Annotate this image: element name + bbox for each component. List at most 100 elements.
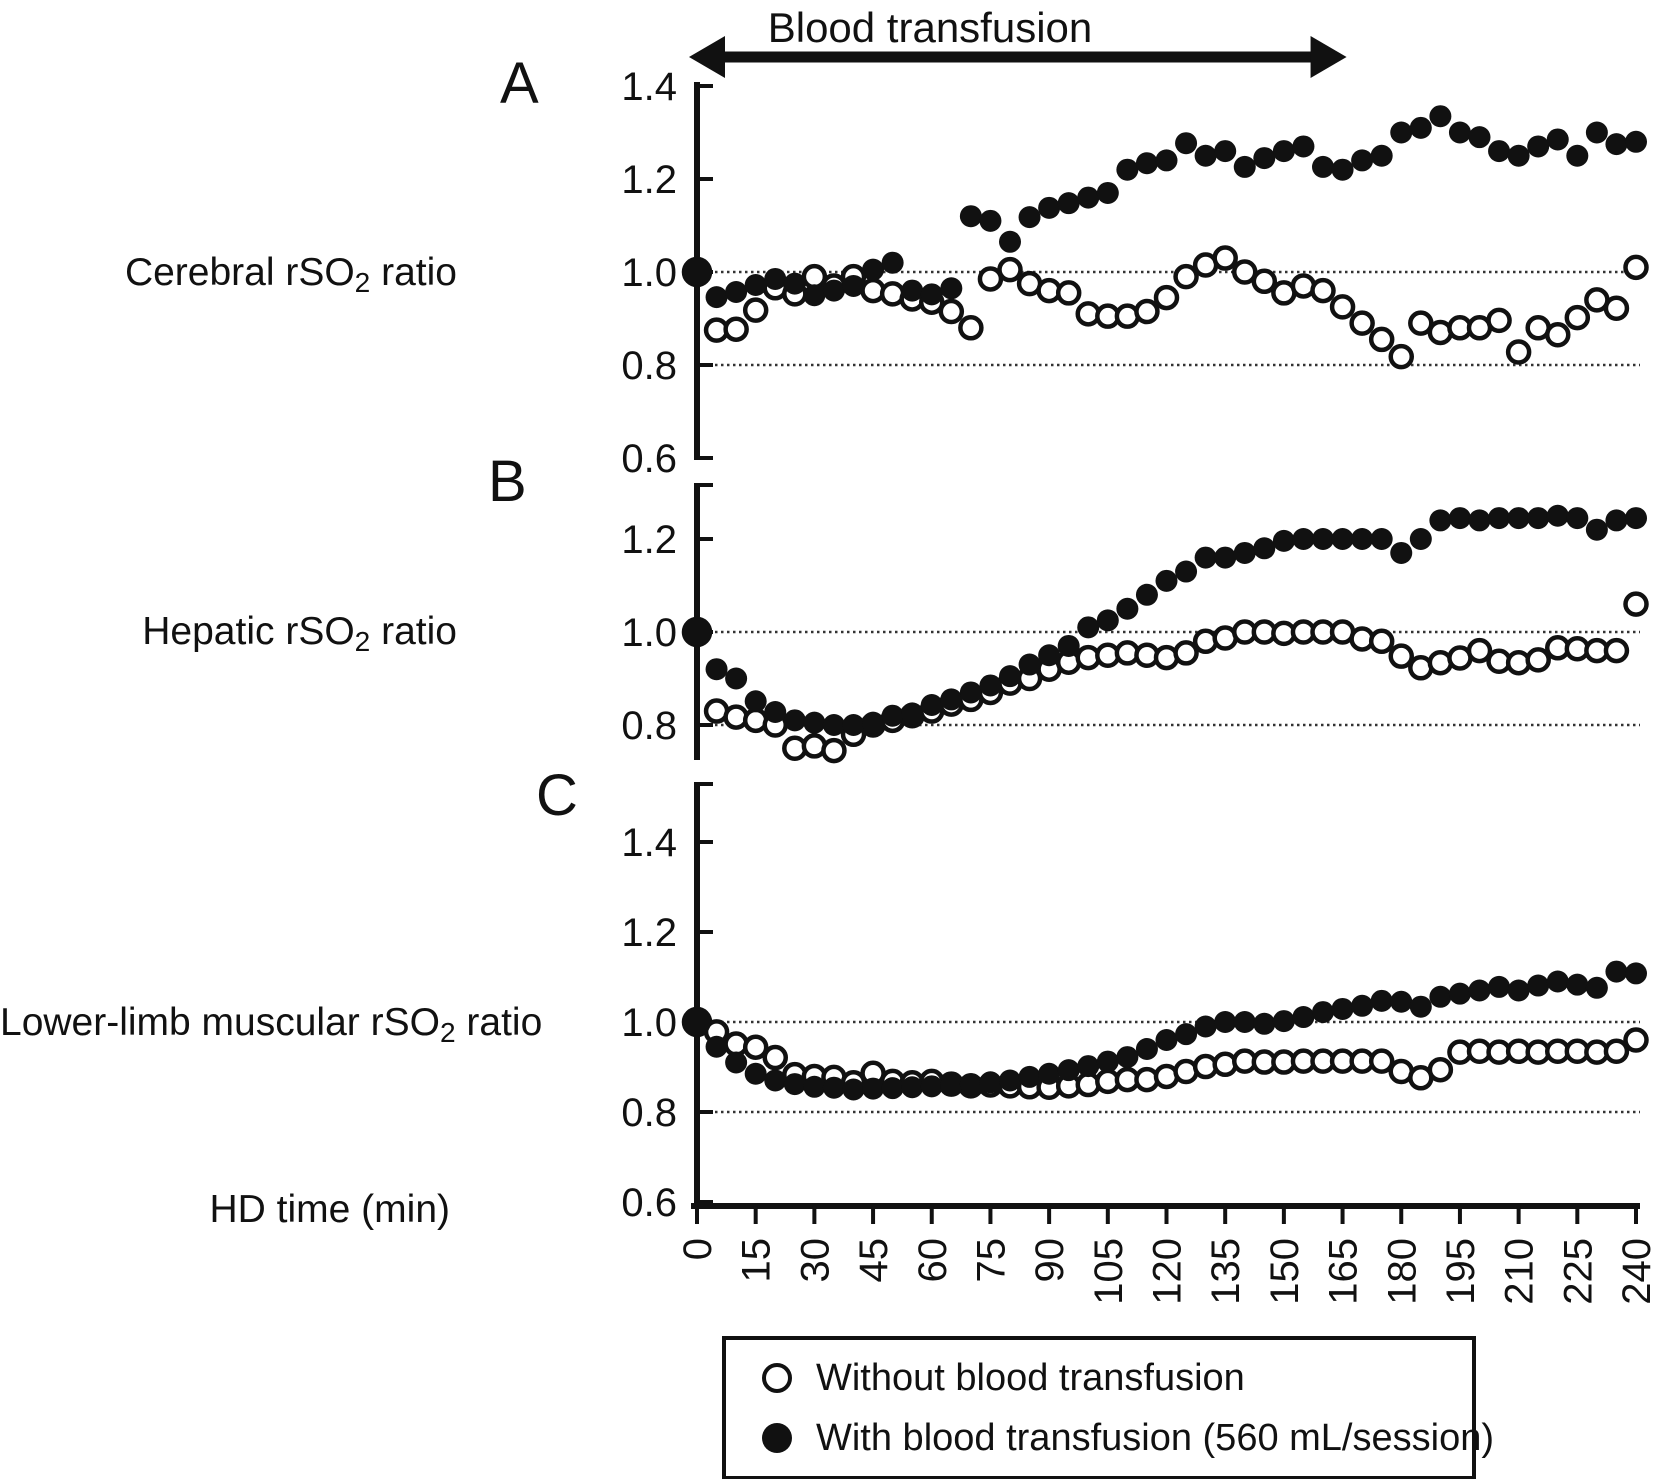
- y-tick-label: 1.2: [621, 911, 677, 955]
- ylabel-cerebral-pre: Cerebral rSO: [124, 251, 355, 294]
- ylabel-lower-limb: Lower-limb muscular rSO2 ratio: [0, 999, 542, 1057]
- point-filled-C: [1135, 1038, 1158, 1060]
- point-filled-A: [1585, 121, 1608, 144]
- point-filled-C: [683, 1008, 711, 1036]
- point-open-C: [1623, 1027, 1649, 1053]
- point-filled-C: [1077, 1055, 1100, 1078]
- panel-letter-a: A: [500, 51, 539, 116]
- point-filled-B: [1272, 529, 1295, 552]
- point-filled-B: [764, 700, 787, 723]
- point-filled-B: [1331, 528, 1354, 550]
- point-open-B: [821, 737, 847, 764]
- x-tick-label: 240: [1615, 1238, 1659, 1305]
- x-tick-label: 135: [1204, 1238, 1248, 1305]
- point-filled-A: [881, 251, 904, 274]
- x-tick-label: 90: [1028, 1238, 1072, 1283]
- point-open-C: [1427, 1056, 1454, 1083]
- y-tick-label: 0.8: [621, 344, 677, 388]
- point-filled-B: [1390, 541, 1413, 564]
- point-filled-C: [725, 1051, 748, 1074]
- point-filled-B: [1566, 507, 1589, 530]
- point-filled-C: [822, 1076, 845, 1099]
- point-filled-C: [881, 1077, 904, 1100]
- point-filled-B: [1370, 528, 1393, 550]
- y-tick-label: 1.2: [621, 518, 677, 562]
- point-filled-B: [1057, 634, 1080, 657]
- point-filled-B: [1351, 528, 1374, 550]
- point-filled-B: [1527, 507, 1550, 530]
- arrowhead-right-icon: [1310, 36, 1347, 78]
- point-filled-C: [1468, 979, 1491, 1002]
- point-filled-B: [705, 658, 728, 681]
- point-filled-C: [1096, 1050, 1119, 1073]
- x-tick-label: 225: [1556, 1238, 1600, 1305]
- point-filled-A: [1312, 155, 1334, 178]
- point-open-A: [723, 316, 749, 342]
- point-open-A: [1310, 277, 1336, 304]
- point-filled-A: [1527, 135, 1550, 158]
- point-filled-A: [1018, 206, 1041, 229]
- point-open-B: [1388, 643, 1414, 669]
- ylabel-hepatic: Hepatic rSO2 ratio: [0, 608, 457, 666]
- point-open-A: [1486, 307, 1512, 334]
- point-open-B: [1173, 640, 1199, 666]
- point-filled-A: [1488, 140, 1511, 163]
- point-open-A: [997, 256, 1023, 283]
- point-filled-B: [959, 681, 982, 704]
- point-open-B: [1466, 637, 1493, 664]
- point-filled-C: [1566, 973, 1589, 996]
- point-filled-A: [862, 258, 885, 281]
- point-filled-C: [920, 1075, 943, 1098]
- point-open-A: [938, 298, 965, 325]
- x-tick-label: 180: [1380, 1238, 1424, 1305]
- point-filled-A: [940, 277, 963, 300]
- point-filled-A: [1096, 181, 1119, 204]
- point-open-B: [1603, 637, 1630, 664]
- point-filled-A: [1331, 158, 1354, 181]
- point-filled-B: [979, 674, 1002, 697]
- ylabel-cerebral-post: ratio: [370, 251, 457, 294]
- point-filled-B: [1233, 541, 1256, 564]
- point-filled-A: [1057, 192, 1080, 215]
- point-filled-C: [764, 1069, 787, 1092]
- point-open-B: [1623, 591, 1649, 617]
- point-filled-B: [783, 709, 806, 732]
- point-open-A: [1212, 245, 1238, 271]
- x-tick-label: 0: [676, 1238, 720, 1260]
- point-filled-A: [683, 258, 711, 286]
- point-filled-B: [1292, 528, 1315, 550]
- legend-label-with: With blood transfusion (560 mL/session): [816, 1417, 1494, 1459]
- point-filled-B: [1448, 507, 1471, 530]
- point-filled-C: [999, 1069, 1021, 1092]
- y-tick-label: 1.0: [621, 611, 677, 655]
- point-open-A: [1603, 295, 1630, 322]
- point-open-A: [1329, 294, 1356, 320]
- filled-circle-icon: [762, 1423, 792, 1453]
- point-filled-A: [1546, 128, 1569, 151]
- point-filled-C: [1448, 982, 1471, 1005]
- point-filled-A: [1272, 140, 1295, 163]
- point-filled-B: [1135, 583, 1158, 606]
- point-filled-C: [979, 1071, 1002, 1094]
- point-open-A: [1623, 254, 1649, 281]
- point-filled-C: [1390, 990, 1413, 1013]
- point-filled-B: [901, 702, 924, 725]
- point-filled-A: [744, 274, 767, 297]
- point-open-A: [958, 315, 984, 341]
- point-filled-B: [1429, 509, 1452, 532]
- ylabel-hepatic-pre: Hepatic rSO: [142, 610, 355, 653]
- blood-transfusion-title: Blood transfusion: [767, 4, 1093, 51]
- point-filled-C: [1018, 1065, 1041, 1088]
- point-open-A: [1388, 343, 1414, 370]
- point-filled-B: [1175, 560, 1198, 583]
- point-filled-A: [1175, 132, 1198, 155]
- subscript-2: 2: [354, 267, 371, 299]
- point-filled-B: [881, 704, 904, 727]
- point-filled-A: [1194, 144, 1217, 167]
- point-filled-C: [959, 1073, 982, 1096]
- point-filled-A: [959, 205, 982, 228]
- point-open-A: [1232, 259, 1258, 285]
- point-filled-C: [901, 1076, 924, 1099]
- x-tick-label: 60: [911, 1238, 955, 1283]
- point-filled-A: [725, 280, 748, 303]
